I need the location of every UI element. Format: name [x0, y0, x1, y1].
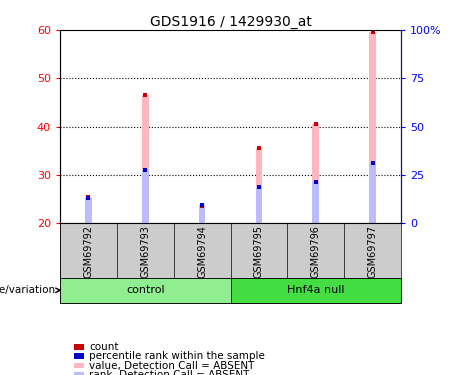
Text: percentile rank within the sample: percentile rank within the sample	[89, 351, 266, 361]
Bar	[199, 206, 206, 223]
Bar	[369, 32, 376, 223]
Text: GSM69792: GSM69792	[83, 225, 94, 278]
Bar	[85, 198, 92, 223]
Bar	[255, 187, 262, 223]
Bar	[142, 170, 148, 223]
Text: GSM69793: GSM69793	[140, 225, 150, 278]
Text: Hnf4a null: Hnf4a null	[287, 285, 344, 295]
Bar	[369, 163, 376, 223]
Title: GDS1916 / 1429930_at: GDS1916 / 1429930_at	[149, 15, 312, 29]
Text: count: count	[89, 342, 119, 352]
Bar	[255, 148, 262, 223]
Text: control: control	[126, 285, 165, 295]
Bar	[313, 124, 319, 223]
Text: rank, Detection Call = ABSENT: rank, Detection Call = ABSENT	[89, 370, 250, 375]
Bar	[142, 95, 148, 223]
Bar	[230, 278, 401, 303]
Text: GSM69796: GSM69796	[311, 225, 321, 278]
Bar	[85, 197, 92, 223]
Text: GSM69794: GSM69794	[197, 225, 207, 278]
Text: GSM69795: GSM69795	[254, 225, 264, 278]
Text: genotype/variation: genotype/variation	[0, 285, 55, 295]
Bar	[313, 182, 319, 223]
Bar	[199, 205, 206, 223]
Text: GSM69797: GSM69797	[367, 225, 378, 278]
Bar	[60, 278, 230, 303]
Text: value, Detection Call = ABSENT: value, Detection Call = ABSENT	[89, 361, 255, 370]
